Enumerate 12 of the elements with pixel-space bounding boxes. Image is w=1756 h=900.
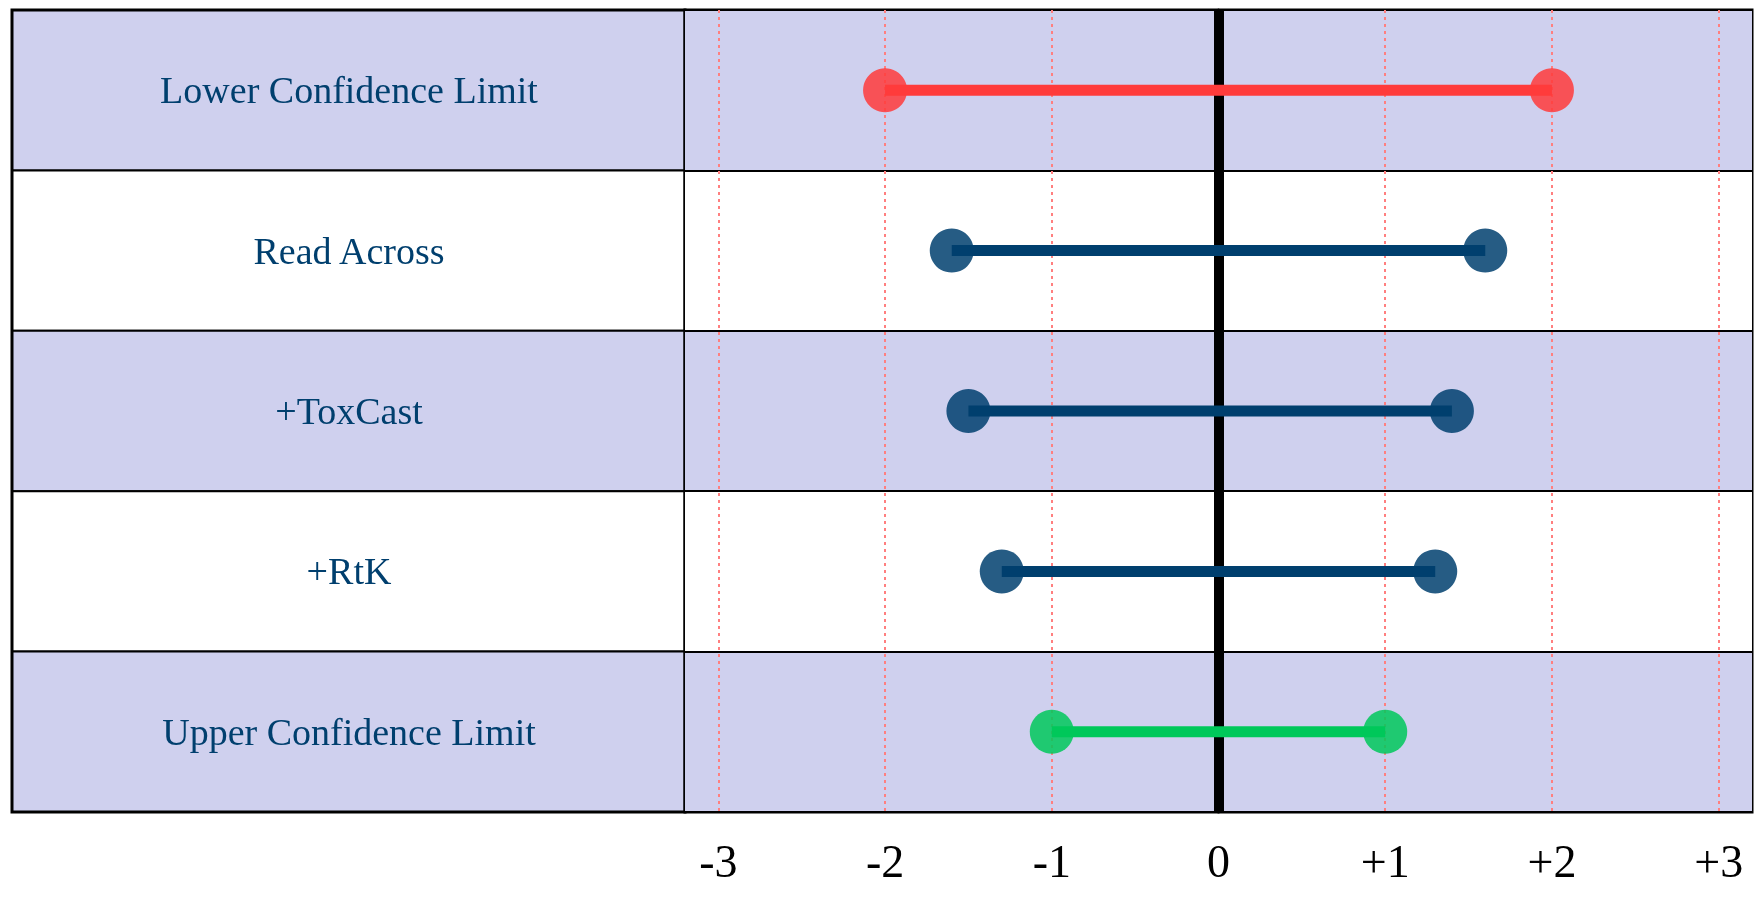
y-tick-label: +RtK	[306, 550, 392, 593]
y-tick-label: Upper Confidence Limit	[162, 710, 537, 753]
x-tick-label: 0	[1207, 835, 1230, 887]
x-tick-label: -3	[699, 835, 738, 887]
y-tick-label: +ToxCast	[275, 390, 424, 432]
x-tick-label: -2	[865, 835, 905, 887]
y-tick-label: Lower Confidence Limit	[160, 69, 539, 112]
y-tick-label: Read Across	[253, 229, 445, 272]
x-tick-label: +2	[1527, 835, 1577, 887]
x-tick-label: +3	[1694, 835, 1744, 887]
x-tick-label: +1	[1360, 835, 1410, 887]
x-tick-label: -1	[1032, 835, 1071, 887]
